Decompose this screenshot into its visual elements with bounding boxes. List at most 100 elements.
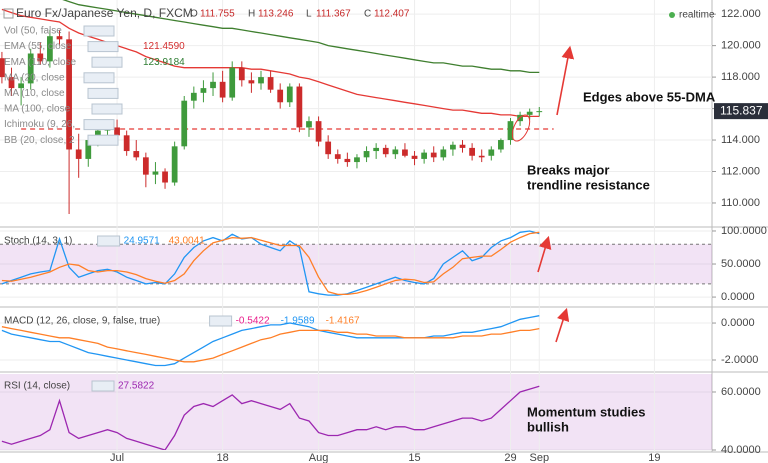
candle-body bbox=[306, 121, 312, 128]
readout-value: -0.5422 bbox=[236, 316, 270, 327]
indicator-label: MA (10, close bbox=[4, 88, 65, 99]
series-line bbox=[1, 8, 540, 118]
readout-key: L bbox=[306, 9, 312, 20]
pane-title: MACD (12, 26, close, 9, false, true) bbox=[4, 316, 160, 327]
candle-body bbox=[171, 146, 178, 183]
icon bbox=[3, 8, 14, 19]
y-tick-label: 60.0000 bbox=[721, 386, 761, 398]
candle-body bbox=[498, 140, 504, 150]
candle-body bbox=[162, 171, 168, 183]
candle-body bbox=[210, 81, 216, 89]
candle-body bbox=[277, 89, 284, 103]
x-tick-label: Aug bbox=[309, 452, 329, 463]
series-line bbox=[1, 326, 540, 363]
y-tick-label: 40.0000 bbox=[721, 444, 761, 456]
candle-body bbox=[47, 36, 53, 62]
candle-body bbox=[373, 147, 380, 152]
readout-value: 27.5822 bbox=[118, 381, 155, 392]
candle-body bbox=[219, 81, 226, 98]
candle-body bbox=[382, 147, 389, 155]
candle-body bbox=[27, 53, 34, 84]
last-price-box bbox=[714, 103, 768, 120]
candle-body bbox=[238, 67, 245, 81]
y-tick-label: 118.000 bbox=[721, 71, 760, 83]
series-line bbox=[62, 0, 540, 74]
readout-value: 113.246 bbox=[258, 9, 294, 20]
band bbox=[0, 374, 712, 450]
candle-body bbox=[296, 86, 303, 128]
candle-body bbox=[536, 111, 543, 113]
x-tick-label: 29 bbox=[504, 452, 516, 463]
candle-body bbox=[286, 86, 293, 103]
candle-body bbox=[478, 155, 485, 158]
x-tick-label: 19 bbox=[648, 452, 660, 463]
candle-body bbox=[66, 39, 72, 150]
candle-body bbox=[229, 67, 236, 98]
readout-key: O bbox=[190, 9, 198, 20]
highlight-ellipse bbox=[511, 114, 531, 142]
arrow bbox=[537, 235, 552, 273]
candle-body bbox=[75, 149, 82, 159]
candle-body bbox=[152, 171, 159, 175]
candle-body bbox=[0, 58, 5, 78]
candle-body bbox=[181, 100, 188, 147]
icon bbox=[83, 72, 115, 84]
candle-body bbox=[392, 149, 399, 155]
icon bbox=[83, 25, 115, 37]
indicator-label: Vol (50, false bbox=[4, 26, 62, 37]
readout-value: 111.755 bbox=[200, 9, 235, 20]
indicator-label: EMA (110, close bbox=[4, 57, 77, 68]
candle-body bbox=[248, 80, 255, 84]
pane-title: Stoch (14, 3, 1) bbox=[4, 236, 72, 247]
icon bbox=[87, 87, 119, 99]
last-price-label: 115.837 bbox=[720, 103, 763, 117]
indicator-label: BB (20, close, 2 bbox=[4, 135, 75, 146]
readout-value: 43.0041 bbox=[169, 236, 206, 247]
candle-body bbox=[200, 88, 207, 93]
readout-value: -1.4167 bbox=[326, 316, 360, 327]
candle-body bbox=[334, 154, 341, 159]
icon bbox=[87, 41, 119, 53]
y-tick-label: 0.0000 bbox=[721, 317, 755, 329]
arrow bbox=[555, 307, 570, 343]
candle-body bbox=[402, 149, 408, 156]
candle-body bbox=[459, 144, 466, 148]
candle-body bbox=[440, 149, 447, 158]
candle-body bbox=[363, 151, 370, 158]
y-tick-label: 110.000 bbox=[721, 197, 760, 209]
y-tick-label: 100.0000 bbox=[721, 225, 767, 237]
arrow bbox=[556, 45, 575, 116]
candle-body bbox=[450, 144, 456, 150]
y-tick-label: 50.0000 bbox=[721, 258, 761, 270]
indicator-label: MA (20, close bbox=[4, 72, 65, 83]
icon bbox=[97, 235, 121, 247]
y-tick-label: 0.0000 bbox=[721, 291, 755, 303]
candle-body bbox=[267, 77, 274, 90]
readout-key: H bbox=[248, 9, 255, 20]
annotation: Momentum studies bbox=[527, 404, 645, 419]
y-tick-label: 122.000 bbox=[721, 8, 761, 20]
series-line bbox=[1, 385, 540, 450]
series-line bbox=[1, 230, 540, 296]
candle-body bbox=[469, 147, 475, 156]
icon bbox=[91, 56, 123, 68]
candle-body bbox=[142, 157, 149, 175]
y-tick-label: 114.000 bbox=[721, 134, 760, 146]
readout-value: 111.367 bbox=[316, 9, 351, 20]
candle-body bbox=[114, 127, 120, 136]
candle-body bbox=[133, 151, 140, 158]
indicator-value: 123.9184 bbox=[143, 57, 185, 68]
realtime-dot bbox=[669, 12, 675, 18]
realtime-label: realtime bbox=[679, 10, 715, 21]
candle-body bbox=[123, 135, 130, 152]
candle-body bbox=[325, 141, 332, 155]
pane-title: RSI (14, close) bbox=[4, 381, 70, 392]
annotation: trendline resistance bbox=[527, 177, 650, 192]
candle-body bbox=[344, 158, 351, 163]
x-tick-label: Sep bbox=[529, 452, 549, 463]
candle-body bbox=[411, 155, 418, 159]
candle-body bbox=[258, 77, 264, 84]
indicator-label: MA (100, close bbox=[4, 104, 71, 115]
series-line bbox=[1, 315, 540, 367]
